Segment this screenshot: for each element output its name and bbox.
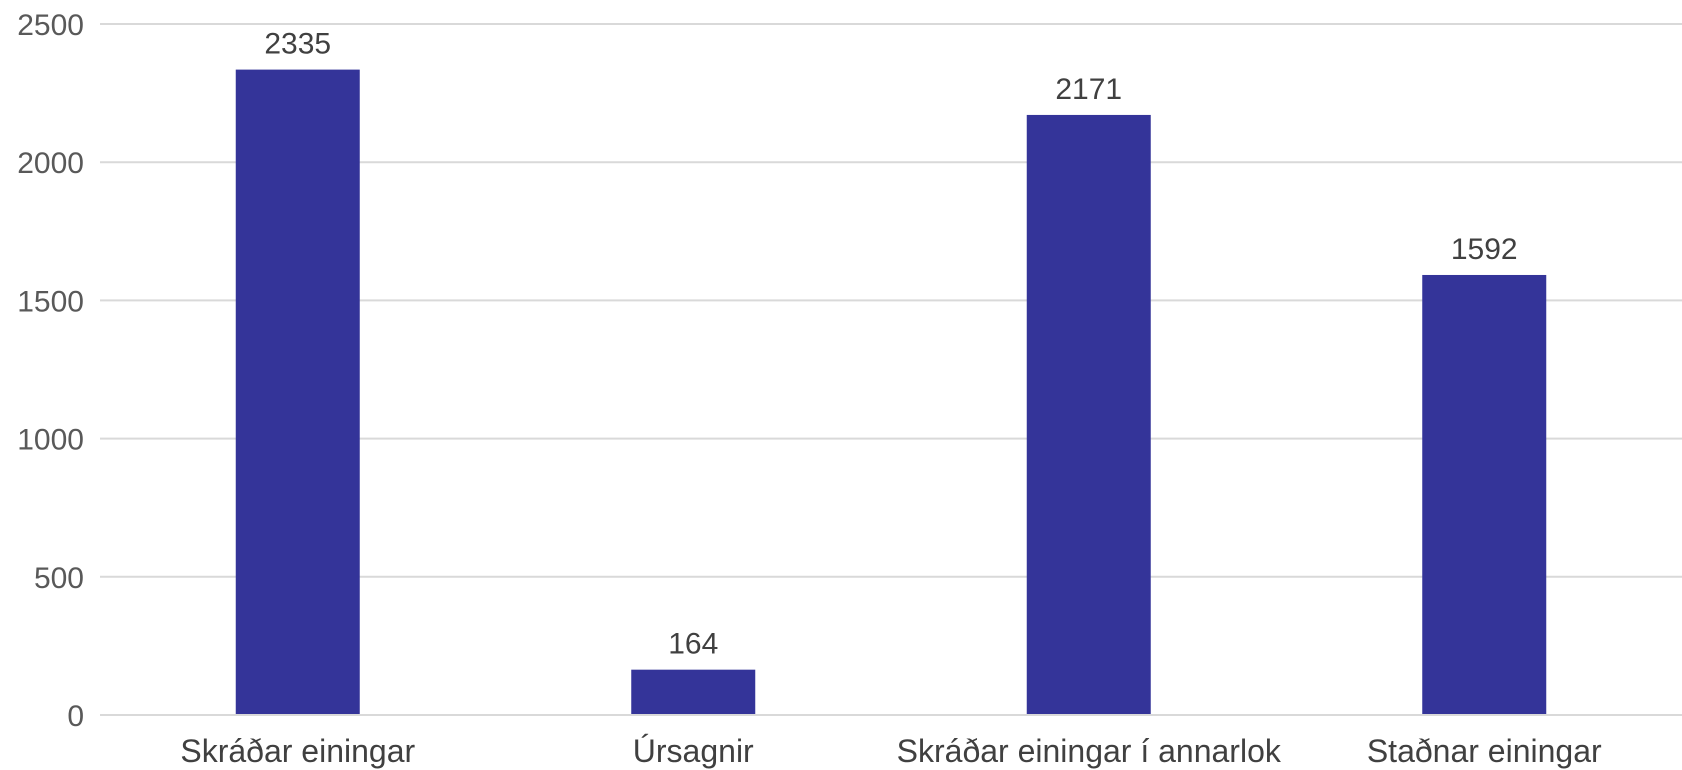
x-tick-label: Úrsagnir [633, 733, 754, 769]
data-label: 164 [668, 628, 718, 661]
bar [631, 669, 756, 715]
y-axis-tick-labels: 0 500 1000 1500 2000 2500 [17, 9, 84, 733]
y-tick-label: 1000 [17, 424, 84, 457]
y-tick-label: 0 [67, 700, 84, 733]
data-label: 1592 [1451, 233, 1518, 266]
bar [235, 69, 360, 715]
data-label: 2171 [1055, 73, 1122, 106]
y-tick-label: 1500 [17, 285, 84, 318]
gridlines [100, 23, 1682, 578]
y-tick-label: 2000 [17, 147, 84, 180]
x-tick-label: Staðnar einingar [1367, 733, 1602, 769]
data-label: 2335 [264, 28, 331, 61]
x-axis-tick-labels: Skráðar einingar Úrsagnir Skráðar einingar… [180, 733, 1602, 769]
bars [235, 69, 1547, 715]
data-labels: 2335 164 2171 1592 [264, 28, 1517, 661]
y-tick-label: 2500 [17, 9, 84, 42]
bar [1422, 274, 1547, 715]
y-tick-label: 500 [34, 562, 84, 595]
x-tick-label: Skráðar einingar í annarlok [897, 733, 1282, 769]
bar [1026, 114, 1151, 715]
x-tick-label: Skráðar einingar [180, 733, 415, 769]
